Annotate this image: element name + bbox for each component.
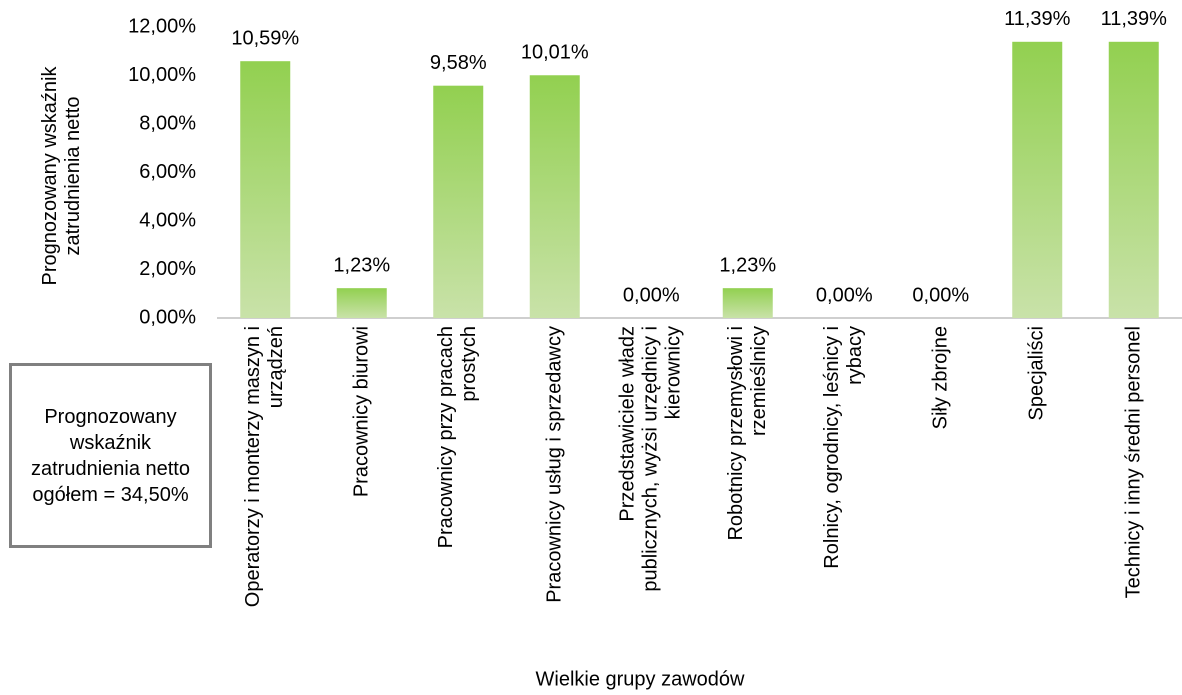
x-tick-label: Przedstawiciele władz publicznych, wyżsi… (616, 326, 685, 592)
bar (1108, 41, 1159, 318)
annotation-box: Prognozowany wskaźnik zatrudnienia netto… (9, 363, 212, 548)
x-tick-label: Pracownicy biurowi (350, 326, 373, 498)
data-label: 0,00% (623, 284, 680, 306)
y-tick-label: 8,00% (139, 112, 196, 134)
data-label: 10,59% (231, 27, 299, 49)
bar (529, 75, 580, 318)
x-tick-label: Rolnicy, ogrodnicy, leśnicy i rybacy (821, 326, 867, 569)
y-tick-label: 12,00% (128, 15, 196, 37)
x-tick-label: Robotnicy przemysłowi i rzemieślnicy (724, 326, 770, 541)
data-label: 0,00% (912, 284, 969, 306)
data-label: 1,23% (333, 254, 390, 276)
bar (433, 85, 484, 318)
y-axis-title: Prognozowany wskaźnik zatrudnienia netto (39, 66, 84, 286)
bar (722, 288, 773, 318)
x-tick-label: Pracownicy usług i sprzedawcy (543, 326, 566, 603)
y-tick-label: 10,00% (128, 64, 196, 86)
data-label: 1,23% (719, 254, 776, 276)
data-label: 10,01% (521, 42, 589, 64)
x-tick-label: Technicy i inny średni personel (1122, 326, 1145, 599)
bar (1012, 41, 1063, 318)
bar (336, 288, 387, 318)
x-tick-label: Specjaliści (1025, 326, 1048, 421)
data-label: 0,00% (816, 284, 873, 306)
x-tick-label: Pracownicy przy pracach prostych (435, 326, 481, 549)
data-label: 11,39% (1101, 8, 1168, 30)
y-tick-label: 4,00% (139, 209, 196, 231)
y-tick-label: 0,00% (139, 306, 196, 328)
x-tick-label: Siły zbrojne (929, 326, 952, 430)
data-label: 9,58% (430, 52, 487, 74)
x-tick-label: Operatorzy i monterzy maszyn i urządzeń (242, 326, 288, 608)
bar (240, 61, 291, 318)
annotation: Prognozowany wskaźnik zatrudnienia netto… (30, 405, 190, 506)
y-tick-label: 2,00% (139, 258, 196, 280)
y-tick-label: 6,00% (139, 161, 196, 183)
x-axis-title: Wielkie grupy zawodów (536, 668, 746, 690)
data-label: 11,39% (1004, 8, 1071, 30)
